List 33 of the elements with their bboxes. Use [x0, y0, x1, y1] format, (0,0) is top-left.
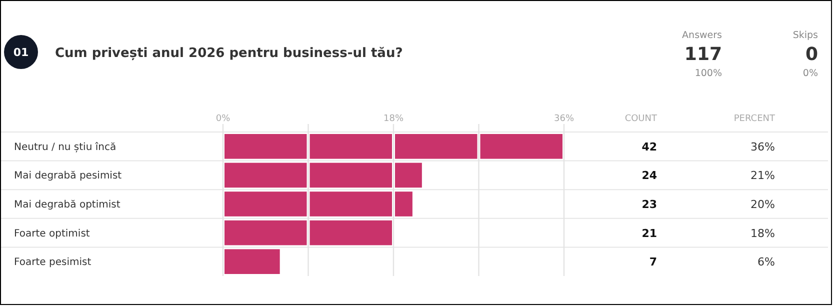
bar — [223, 134, 564, 159]
y-tick-label: Foarte optimist — [14, 228, 90, 240]
bar — [223, 162, 422, 188]
text: 23 — [642, 198, 657, 211]
y-tick-label: Foarte pesimist — [14, 257, 92, 268]
data-label: 20% — [750, 198, 775, 211]
text: Skips — [792, 30, 818, 41]
text: 0 — [805, 44, 818, 65]
data-label: 18% — [750, 226, 775, 240]
y-tick-label: Mai degrabă pesimist — [14, 170, 122, 182]
text: COUNT — [624, 114, 658, 124]
x2-tick-label: 0% — [216, 114, 231, 124]
bar — [223, 249, 280, 274]
y-tick-label: Neutru / nu știu încă — [14, 142, 116, 153]
x2-tick-label: 36% — [554, 114, 574, 124]
text: PERCENT — [734, 114, 776, 124]
text: 21 — [642, 226, 657, 240]
bar — [223, 192, 412, 216]
text: 42 — [642, 140, 657, 154]
data-label: 21% — [750, 169, 775, 182]
text: 100% — [694, 68, 722, 79]
bar — [223, 220, 394, 246]
data-label: 36% — [750, 140, 775, 154]
chart-title: Cum privești anul 2026 pentru business-ul tău? — [55, 46, 403, 61]
text: Answers — [682, 30, 722, 41]
text: 01 — [13, 46, 29, 59]
text: 0% — [802, 68, 818, 79]
data-label: 6% — [758, 256, 775, 269]
text: 24 — [642, 169, 658, 182]
text: 117 — [684, 44, 722, 65]
y-tick-label: Mai degrabă optimist — [14, 200, 120, 210]
text: 7 — [649, 256, 657, 269]
x2-tick-label: 18% — [383, 114, 404, 124]
